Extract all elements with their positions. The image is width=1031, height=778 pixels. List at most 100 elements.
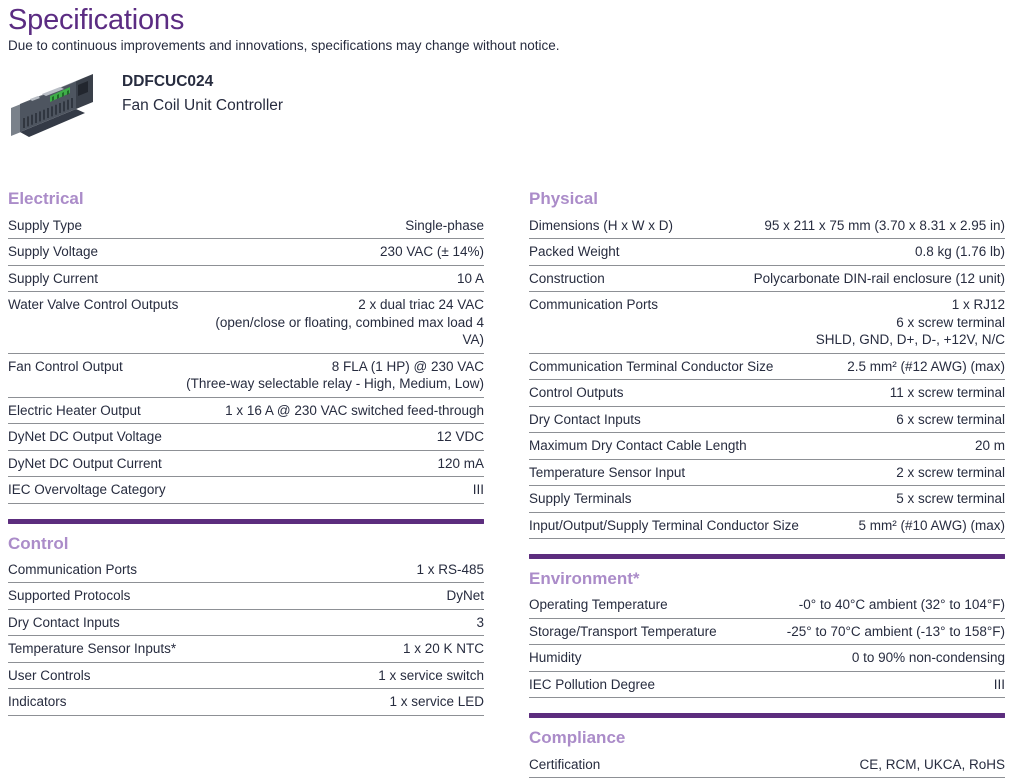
spec-label: Electric Heater Output: [8, 402, 141, 418]
spec-label: Dimensions (H x W x D): [529, 217, 674, 233]
spec-value: CE, RCM, UKCA, RoHS: [612, 756, 1005, 774]
spec-label: Temperature Sensor Input: [529, 464, 686, 480]
spec-table: Certification CE, RCM, UKCA, RoHS: [529, 752, 1005, 778]
spec-label: Supply Voltage: [8, 244, 99, 260]
spec-value-line: (open/close or floating, combined max lo…: [215, 314, 484, 348]
spec-label: Communication Ports: [529, 297, 659, 313]
spec-label: Storage/Transport Temperature: [529, 623, 717, 639]
spec-value-line: 5 mm² (#10 AWG) (max): [858, 517, 1005, 533]
spec-row: Indicators 1 x service LED: [8, 689, 484, 716]
spec-table: Supply Type Single-phase Supply Voltage 230…: [8, 213, 484, 504]
spec-value: 95 x 211 x 75 mm (3.70 x 8.31 x 2.95 in): [685, 217, 1005, 235]
spec-value: Polycarbonate DIN-rail enclosure (12 uni…: [617, 270, 1005, 288]
section-divider-bar: [529, 713, 1005, 719]
spec-value-line: Polycarbonate DIN-rail enclosure (12 uni…: [753, 270, 1005, 286]
spec-value: 12 VDC: [174, 428, 484, 446]
spec-value: DyNet: [142, 587, 484, 605]
spec-value-line: CE, RCM, UKCA, RoHS: [859, 756, 1005, 772]
spec-value-line: 3: [476, 614, 484, 630]
spec-label: Supply Type: [8, 217, 83, 233]
spec-row: IEC Pollution Degree III: [529, 672, 1005, 699]
spec-value: 1 x RS-485: [149, 561, 484, 579]
spec-value-line: -25° to 70°C ambient (-13° to 158°F): [786, 623, 1005, 639]
spec-value-line: 12 VDC: [436, 429, 484, 445]
spec-value-line: SHLD, GND, D+, D-, +12V, N/C: [815, 332, 1005, 348]
spec-row: Electric Heater Output 1 x 16 A @ 230 VAC…: [8, 398, 484, 425]
spec-row: Communication Ports 1 x RJ12 6 x screw ter…: [529, 292, 1005, 354]
spec-row: Temperature Sensor Inputs* 1 x 20 K NTC: [8, 636, 484, 663]
spec-label: Fan Control Output: [8, 358, 123, 374]
page-subtitle: Due to continuous improvements and innov…: [8, 38, 560, 54]
spec-label: Construction: [529, 270, 605, 286]
spec-row: Control Outputs 11 x screw terminal: [529, 380, 1005, 407]
spec-label: Communication Terminal Conductor Size: [529, 358, 774, 374]
spec-value: 120 mA: [174, 455, 484, 473]
spec-row: Dry Contact Inputs 6 x screw terminal: [529, 407, 1005, 434]
spec-value: 1 x 20 K NTC: [188, 640, 484, 658]
spec-value: 2 x dual triac 24 VAC (open/close or floa…: [190, 296, 484, 349]
spec-value: 5 mm² (#10 AWG) (max): [811, 517, 1005, 535]
din-rail-controller-image: [11, 74, 93, 138]
spec-value: 1 x service switch: [103, 667, 484, 685]
spec-value-line: 20 m: [974, 438, 1005, 454]
spec-row: Packed Weight 0.8 kg (1.76 lb): [529, 239, 1005, 266]
spec-value: -25° to 70°C ambient (-13° to 158°F): [729, 623, 1005, 641]
spec-value-line: 2 x screw terminal: [896, 464, 1005, 480]
spec-value-line: 1 x RS-485: [416, 561, 484, 577]
spec-row: Supported Protocols DyNet: [8, 583, 484, 610]
spec-value: III: [178, 481, 484, 499]
spec-value-line: 8 FLA (1 HP) @ 230 VAC: [331, 358, 484, 374]
spec-section-control: Control Communication Ports 1 x RS-485 Supp…: [8, 533, 484, 716]
spec-value-line: 2.5 mm² (#12 AWG) (max): [847, 358, 1005, 374]
spec-row: Input/Output/Supply Terminal Conductor S…: [529, 513, 1005, 540]
spec-value-line: 6 x screw terminal: [896, 411, 1005, 427]
spec-label: Certification: [529, 756, 601, 772]
spec-row: Temperature Sensor Input 2 x screw termin…: [529, 460, 1005, 487]
spec-section-compliance: Compliance Certification CE, RCM, UKCA, Ro…: [529, 727, 1005, 778]
spec-label: Dry Contact Inputs: [8, 614, 120, 630]
spec-value-line: 1 x RJ12: [951, 297, 1005, 313]
spec-value-line: 95 x 211 x 75 mm (3.70 x 8.31 x 2.95 in): [764, 217, 1005, 233]
spec-value: 11 x screw terminal: [636, 384, 1005, 402]
spec-label: Supply Current: [8, 270, 99, 286]
spec-label: Supply Terminals: [529, 491, 632, 507]
spec-value: 0 to 90% non-condensing: [594, 649, 1005, 667]
spec-value: 1 x service LED: [79, 693, 484, 711]
spec-table: Operating Temperature -0° to 40°C ambient…: [529, 592, 1005, 699]
spec-row: Water Valve Control Outputs 2 x dual tria…: [8, 292, 484, 354]
spec-row: Supply Type Single-phase: [8, 213, 484, 240]
spec-row: Humidity 0 to 90% non-condensing: [529, 645, 1005, 672]
spec-value: 1 x RJ12 6 x screw terminal SHLD, GND, D+,…: [670, 296, 1005, 349]
right-column: Physical Dimensions (H x W x D) 95 x 211 x…: [529, 188, 1005, 778]
spec-value-line: 0.8 kg (1.76 lb): [914, 244, 1005, 260]
spec-value-line: 6 x screw terminal: [896, 314, 1005, 330]
spec-row: DyNet DC Output Current 120 mA: [8, 451, 484, 478]
spec-table: Communication Ports 1 x RS-485 Supported P…: [8, 557, 484, 716]
spec-label: Supported Protocols: [8, 588, 131, 604]
spec-value-line: Single-phase: [405, 217, 484, 233]
spec-row: Fan Control Output 8 FLA (1 HP) @ 230 VAC…: [8, 354, 484, 398]
spec-value-line: DyNet: [446, 588, 484, 604]
page-title: Specifications: [8, 4, 185, 36]
spec-label: Water Valve Control Outputs: [8, 297, 179, 313]
spec-row: Communication Terminal Conductor Size 2.5…: [529, 354, 1005, 381]
spec-value: 0.8 kg (1.76 lb): [632, 243, 1005, 261]
spec-value: 2.5 mm² (#12 AWG) (max): [785, 358, 1005, 376]
spec-label: Packed Weight: [529, 244, 620, 260]
spec-row: DyNet DC Output Voltage 12 VDC: [8, 424, 484, 451]
spec-value-line: III: [993, 676, 1005, 692]
left-column: Electrical Supply Type Single-phase Supply …: [8, 188, 484, 716]
spec-value-line: 5 x screw terminal: [896, 491, 1005, 507]
spec-section-electrical: Electrical Supply Type Single-phase Supply …: [8, 188, 484, 504]
spec-value: 8 FLA (1 HP) @ 230 VAC (Three-way selecta…: [135, 358, 484, 393]
spec-label: Maximum Dry Contact Cable Length: [529, 438, 747, 454]
spec-row: Supply Voltage 230 VAC (± 14%): [8, 239, 484, 266]
spec-row: Supply Terminals 5 x screw terminal: [529, 486, 1005, 513]
spec-value: 2 x screw terminal: [697, 464, 1005, 482]
spec-row: Supply Current 10 A: [8, 266, 484, 293]
spec-value-line: 1 x service switch: [378, 667, 484, 683]
spec-value-line: 0 to 90% non-condensing: [851, 650, 1005, 666]
product-name: Fan Coil Unit Controller: [122, 96, 284, 114]
spec-value-line: 11 x screw terminal: [889, 385, 1005, 401]
section-heading: Control: [8, 533, 69, 553]
